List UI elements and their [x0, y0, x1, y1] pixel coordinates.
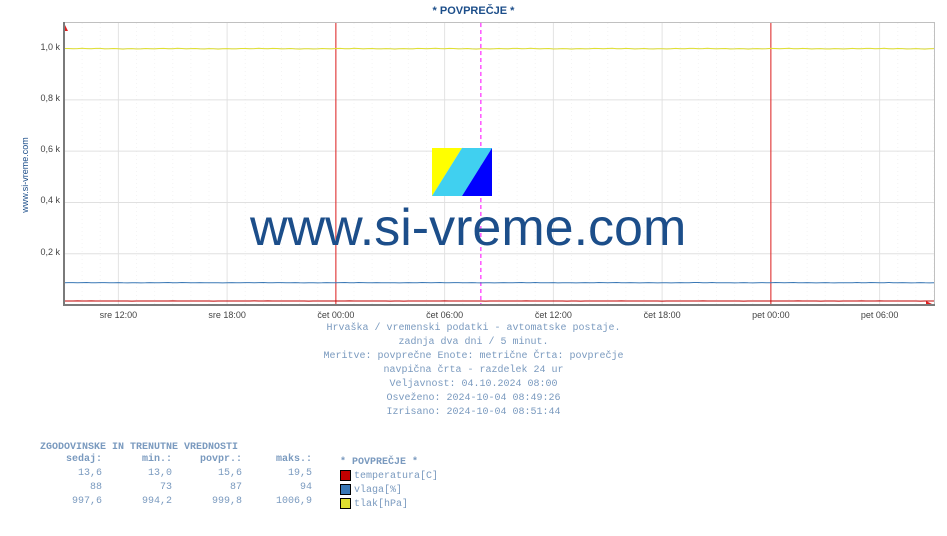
stats-grid: sedaj:min.:povpr.:maks.: 13,613,015,619,5…	[40, 453, 320, 509]
xtick-label: čet 18:00	[632, 310, 692, 320]
stats-cell: 994,2	[110, 495, 180, 509]
chart-plot-area	[64, 22, 935, 305]
stats-col-header: min.:	[110, 453, 180, 467]
y-axis-site-label: www.si-vreme.com	[20, 115, 30, 235]
chart-caption: Hrvaška / vremenski podatki - avtomatske…	[0, 322, 947, 420]
stats-cell: 13,6	[40, 467, 110, 481]
stats-header: ZGODOVINSKE IN TRENUTNE VREDNOSTI	[40, 442, 320, 453]
legend-label: tlak[hPa]	[354, 499, 408, 510]
stats-cell: 88	[40, 481, 110, 495]
legend-item: vlaga[%]	[340, 484, 438, 498]
watermark-text: www.si-vreme.com	[250, 198, 686, 258]
stats-col-header: maks.:	[250, 453, 320, 467]
stats-col-header: sedaj:	[40, 453, 110, 467]
stats-cell: 94	[250, 481, 320, 495]
xtick-label: pet 00:00	[741, 310, 801, 320]
caption-line: Meritve: povprečne Enote: metrične Črta:…	[0, 350, 947, 364]
stats-cell: 19,5	[250, 467, 320, 481]
ytick-label: 0,4 k	[26, 195, 60, 205]
chart-legend: * POVPREČJE *temperatura[C] vlaga[%] tlak[…	[340, 456, 438, 512]
caption-line: Osveženo: 2024-10-04 08:49:26	[0, 392, 947, 406]
xtick-label: čet 12:00	[523, 310, 583, 320]
stats-table: ZGODOVINSKE IN TRENUTNE VREDNOSTI sedaj:…	[40, 442, 320, 509]
container: www.si-vreme.com * POVPREČJE * www.si-vr…	[0, 0, 947, 536]
x-axis-line	[63, 304, 935, 306]
legend-title: * POVPREČJE *	[340, 456, 438, 470]
legend-item: temperatura[C]	[340, 470, 438, 484]
stats-cell: 1006,9	[250, 495, 320, 509]
legend-item: tlak[hPa]	[340, 498, 438, 512]
legend-swatch	[340, 470, 351, 481]
xtick-label: sre 12:00	[88, 310, 148, 320]
caption-line: Hrvaška / vremenski podatki - avtomatske…	[0, 322, 947, 336]
y-axis-line	[63, 22, 65, 306]
xtick-label: čet 06:00	[415, 310, 475, 320]
caption-line: Izrisano: 2024-10-04 08:51:44	[0, 406, 947, 420]
ytick-label: 0,8 k	[26, 93, 60, 103]
caption-line: zadnja dva dni / 5 minut.	[0, 336, 947, 350]
stats-cell: 73	[110, 481, 180, 495]
stats-col-header: povpr.:	[180, 453, 250, 467]
legend-label: vlaga[%]	[354, 485, 402, 496]
stats-cell: 997,6	[40, 495, 110, 509]
xtick-label: čet 00:00	[306, 310, 366, 320]
stats-cell: 15,6	[180, 467, 250, 481]
caption-line: Veljavnost: 04.10.2024 08:00	[0, 378, 947, 392]
xtick-label: sre 18:00	[197, 310, 257, 320]
ytick-label: 0,6 k	[26, 144, 60, 154]
stats-cell: 13,0	[110, 467, 180, 481]
legend-swatch	[340, 484, 351, 495]
watermark-logo	[432, 148, 492, 196]
xtick-label: pet 06:00	[850, 310, 910, 320]
ytick-label: 0,2 k	[26, 247, 60, 257]
ytick-label: 1,0 k	[26, 42, 60, 52]
chart-title: * POVPREČJE *	[0, 5, 947, 17]
legend-label: temperatura[C]	[354, 471, 438, 482]
legend-swatch	[340, 498, 351, 509]
stats-cell: 999,8	[180, 495, 250, 509]
stats-cell: 87	[180, 481, 250, 495]
caption-line: navpična črta - razdelek 24 ur	[0, 364, 947, 378]
